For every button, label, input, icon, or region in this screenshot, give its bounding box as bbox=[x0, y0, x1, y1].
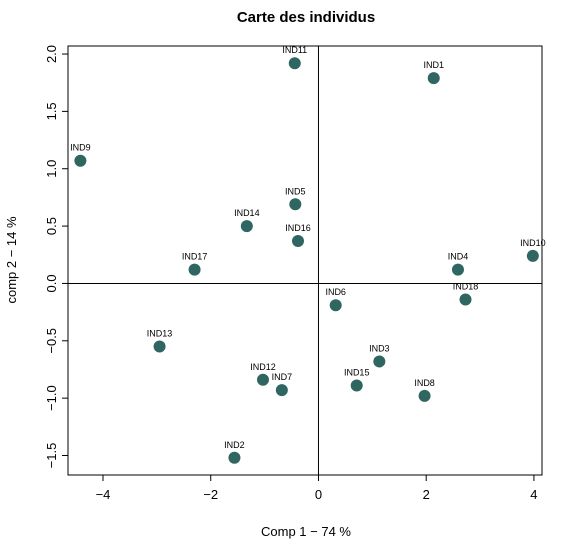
chart-title: Carte des individus bbox=[237, 9, 375, 26]
x-axis-label: Comp 1 − 74 % bbox=[261, 524, 351, 539]
point-label: IND11 bbox=[282, 45, 307, 55]
point-label: IND18 bbox=[453, 282, 479, 292]
data-point bbox=[256, 373, 269, 386]
data-point bbox=[188, 263, 201, 276]
x-tick-label: −2 bbox=[203, 487, 218, 502]
data-point bbox=[240, 220, 253, 233]
point-label: IND7 bbox=[272, 372, 293, 382]
y-tick-label: 1.0 bbox=[44, 160, 59, 178]
point-label: IND1 bbox=[423, 60, 444, 70]
data-point bbox=[418, 389, 431, 402]
data-points: IND1 IND2 IND3 IND4 IND5 IND6 IND7 IND8 IND9 IND1… bbox=[70, 45, 546, 464]
point-label: IND5 bbox=[285, 186, 306, 196]
y-axis-label: comp 2 − 14 % bbox=[4, 216, 19, 304]
y-tick-label: 0.5 bbox=[44, 217, 59, 235]
point-label: IND14 bbox=[234, 208, 260, 218]
data-point bbox=[459, 293, 472, 306]
data-point bbox=[289, 198, 302, 211]
point-label: IND13 bbox=[147, 329, 173, 339]
x-tick-label: 2 bbox=[423, 487, 430, 502]
plot-frame bbox=[67, 45, 543, 476]
data-point bbox=[74, 154, 87, 167]
point-label: IND15 bbox=[344, 368, 370, 378]
y-tick-label: −0.5 bbox=[44, 328, 59, 354]
data-point bbox=[228, 451, 241, 464]
data-point bbox=[373, 355, 386, 368]
point-label: IND4 bbox=[448, 252, 469, 262]
y-tick-label: 0.0 bbox=[44, 274, 59, 292]
point-label: IND8 bbox=[414, 378, 435, 388]
data-point bbox=[288, 57, 301, 70]
x-tick-label: 0 bbox=[315, 487, 322, 502]
data-point bbox=[526, 249, 539, 262]
data-point bbox=[427, 72, 440, 85]
point-label: IND16 bbox=[285, 223, 311, 233]
y-tick-label: −1.0 bbox=[44, 385, 59, 411]
data-point bbox=[451, 263, 464, 276]
y-axis: −1.5 −1.0 −0.5 0.0 0.5 1.0 1.5 2.0 bbox=[44, 45, 68, 468]
y-tick-label: 2.0 bbox=[44, 45, 59, 63]
y-tick-label: 1.5 bbox=[44, 102, 59, 120]
point-label: IND17 bbox=[182, 252, 208, 262]
point-label: IND9 bbox=[70, 143, 91, 153]
x-axis: −4 −2 0 2 4 bbox=[96, 475, 538, 502]
data-point bbox=[350, 379, 363, 392]
data-point bbox=[291, 235, 304, 247]
y-tick-label: −1.5 bbox=[44, 443, 59, 469]
x-tick-label: −4 bbox=[96, 487, 111, 502]
point-label: IND3 bbox=[369, 343, 390, 353]
data-point bbox=[329, 299, 342, 312]
x-tick-label: 4 bbox=[530, 487, 537, 502]
point-label: IND6 bbox=[325, 287, 346, 297]
point-label: IND12 bbox=[250, 362, 276, 372]
data-point bbox=[153, 340, 166, 353]
point-label: IND2 bbox=[224, 440, 245, 450]
data-point bbox=[275, 384, 288, 397]
point-label: IND10 bbox=[520, 238, 546, 248]
